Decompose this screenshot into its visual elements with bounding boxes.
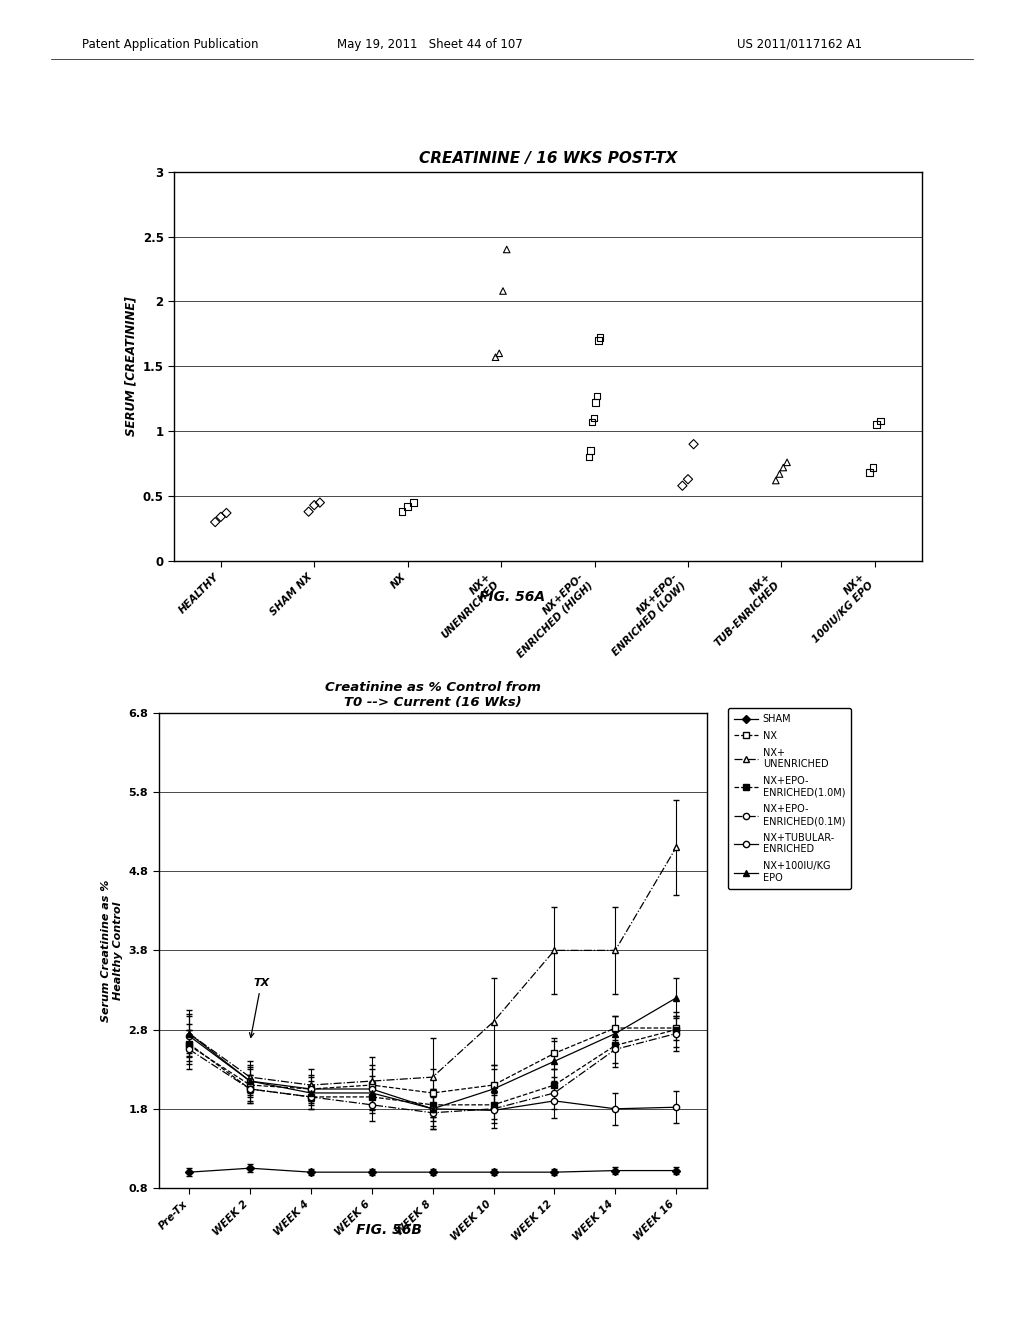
Text: Patent Application Publication: Patent Application Publication (82, 37, 258, 50)
Point (218, 503, 234, 524)
Point (495, 280, 511, 301)
Point (492, 343, 508, 364)
Y-axis label: Serum Creatinine as %
Healthy Control: Serum Creatinine as % Healthy Control (101, 879, 123, 1022)
Point (406, 492, 422, 513)
Point (487, 347, 504, 368)
Point (680, 469, 696, 490)
Point (865, 457, 882, 478)
Point (581, 446, 597, 467)
Point (394, 502, 411, 523)
Point (868, 414, 885, 436)
Title: Creatinine as % Control from
T0 --> Current (16 Wks): Creatinine as % Control from T0 --> Curr… (325, 681, 541, 709)
Text: May 19, 2011   Sheet 44 of 107: May 19, 2011 Sheet 44 of 107 (337, 37, 523, 50)
Text: TX: TX (250, 978, 269, 1038)
Point (399, 496, 416, 517)
Point (685, 433, 701, 454)
Point (583, 440, 599, 461)
Legend: SHAM, NX, NX+
UNENRICHED, NX+EPO-
ENRICHED(1.0M), NX+EPO-
ENRICHED(0.1M), NX+TUB: SHAM, NX, NX+ UNENRICHED, NX+EPO- ENRICH… (728, 708, 851, 888)
Point (311, 492, 328, 513)
Point (768, 470, 784, 491)
Point (771, 463, 787, 484)
Point (861, 462, 878, 483)
Point (589, 385, 605, 407)
Point (584, 412, 600, 433)
Point (306, 495, 323, 516)
Point (872, 411, 889, 432)
Point (499, 239, 515, 260)
Text: US 2011/0117162 A1: US 2011/0117162 A1 (737, 37, 862, 50)
Point (674, 475, 690, 496)
Text: FIG. 56A: FIG. 56A (479, 590, 545, 603)
Point (591, 330, 607, 351)
Point (592, 327, 608, 348)
Point (213, 507, 229, 528)
Point (586, 408, 602, 429)
Point (207, 512, 223, 533)
Y-axis label: SERUM [CREATININE]: SERUM [CREATININE] (124, 297, 137, 436)
Text: FIG. 56B: FIG. 56B (356, 1224, 422, 1237)
Title: CREATININE / 16 WKS POST-TX: CREATININE / 16 WKS POST-TX (419, 152, 677, 166)
Point (587, 392, 603, 413)
Point (775, 457, 792, 478)
Point (779, 451, 796, 473)
Point (300, 502, 316, 523)
